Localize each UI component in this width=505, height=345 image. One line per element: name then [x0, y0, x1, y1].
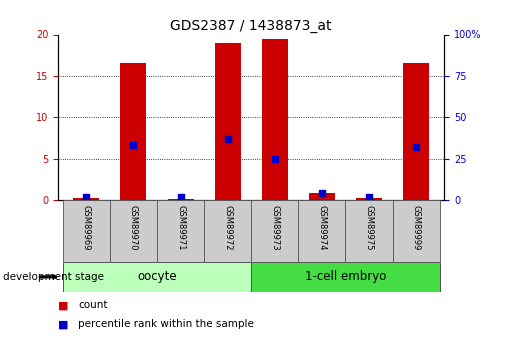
Text: GSM89970: GSM89970	[129, 205, 138, 251]
Point	[412, 144, 420, 150]
Bar	[403, 63, 429, 200]
Point	[129, 143, 137, 148]
Point	[82, 194, 90, 199]
Text: oocyte: oocyte	[137, 270, 177, 283]
Point	[365, 194, 373, 199]
Bar	[63, 262, 251, 292]
Point	[224, 136, 232, 141]
Text: ■: ■	[58, 319, 69, 329]
Bar	[73, 198, 99, 200]
Text: GSM89974: GSM89974	[318, 205, 326, 251]
Bar	[392, 200, 440, 262]
Point	[177, 194, 185, 199]
Point	[318, 191, 326, 196]
Bar	[110, 200, 157, 262]
Bar	[309, 194, 335, 200]
Text: ■: ■	[58, 300, 69, 310]
Bar	[262, 39, 288, 200]
Text: GSM89969: GSM89969	[82, 205, 91, 251]
Bar	[157, 200, 204, 262]
Bar	[204, 200, 251, 262]
Title: GDS2387 / 1438873_at: GDS2387 / 1438873_at	[171, 19, 332, 33]
Text: GSM89975: GSM89975	[365, 205, 374, 251]
Text: count: count	[78, 300, 108, 310]
Text: GSM89973: GSM89973	[270, 205, 279, 251]
Bar	[168, 199, 193, 200]
Point	[271, 156, 279, 161]
Bar	[345, 200, 392, 262]
Text: GSM89971: GSM89971	[176, 205, 185, 251]
Text: GSM89972: GSM89972	[223, 205, 232, 251]
Bar	[251, 262, 440, 292]
Bar	[356, 198, 382, 200]
Bar	[298, 200, 345, 262]
Bar	[121, 63, 146, 200]
Bar	[215, 43, 241, 200]
Bar	[63, 200, 110, 262]
Text: 1-cell embryo: 1-cell embryo	[305, 270, 386, 283]
Text: percentile rank within the sample: percentile rank within the sample	[78, 319, 254, 329]
Text: GSM89999: GSM89999	[412, 205, 421, 251]
Text: development stage: development stage	[3, 272, 104, 282]
Bar	[251, 200, 298, 262]
